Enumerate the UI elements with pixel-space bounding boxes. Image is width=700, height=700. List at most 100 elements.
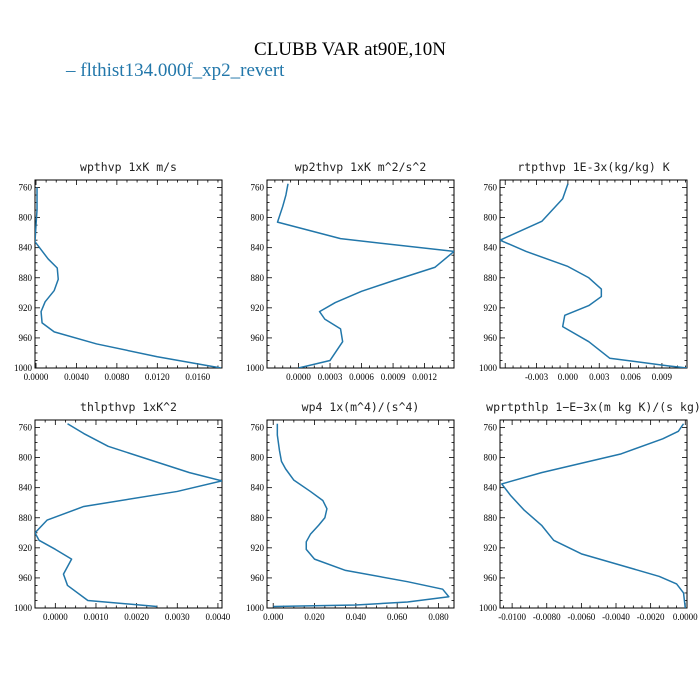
- y-tick-label: 880: [484, 273, 498, 283]
- y-tick-label: 800: [19, 453, 33, 463]
- x-tick-label: 0.0000: [673, 612, 698, 622]
- x-tick-label: -0.0100: [498, 612, 526, 622]
- y-tick-label: 1000: [479, 603, 498, 613]
- series-line: [35, 423, 222, 608]
- y-tick-label: 880: [251, 513, 265, 523]
- y-tick-label: 840: [19, 243, 33, 253]
- panel-title: wpthvp 1xK m/s: [80, 160, 177, 174]
- x-tick-label: 0.0010: [84, 612, 109, 622]
- y-tick-label: 760: [484, 183, 498, 193]
- y-tick-label: 840: [19, 483, 33, 493]
- panel-title: wprtpthlp 1−E−3x(m kg K)/(s kg): [486, 400, 700, 414]
- y-tick-label: 1000: [14, 363, 33, 373]
- y-tick-label: 920: [251, 543, 265, 553]
- figure-title: CLUBB VAR at90E,10N: [254, 39, 446, 60]
- y-tick-label: 760: [251, 183, 265, 193]
- panel-title: wp2thvp 1xK m^2/s^2: [295, 160, 427, 174]
- y-tick-label: 800: [251, 453, 265, 463]
- series-line: [500, 423, 687, 608]
- y-tick-label: 920: [484, 303, 498, 313]
- y-tick-label: 840: [484, 483, 498, 493]
- y-tick-label: 960: [251, 333, 265, 343]
- x-tick-label: 0.0000: [43, 612, 68, 622]
- x-tick-label: 0.0040: [206, 612, 231, 622]
- x-tick-label: -0.0020: [637, 612, 665, 622]
- y-tick-label: 960: [19, 333, 33, 343]
- y-tick-label: 800: [251, 213, 265, 223]
- x-tick-label: 0.0080: [105, 372, 130, 382]
- y-tick-label: 920: [251, 303, 265, 313]
- x-tick-label: 0.020: [304, 612, 325, 622]
- x-tick-label: 0.006: [620, 372, 641, 382]
- y-tick-label: 800: [19, 213, 33, 223]
- x-tick-label: 0.0006: [349, 372, 374, 382]
- panel-title: wp4 1x(m^4)/(s^4): [302, 400, 420, 414]
- x-tick-label: -0.0060: [568, 612, 596, 622]
- legend-entry: – flthist134.000f_xp2_revert: [65, 60, 285, 81]
- y-tick-label: 840: [484, 243, 498, 253]
- x-tick-label: 0.000: [558, 372, 579, 382]
- panel-grid: wpthvp 1xK m/s76080084088092096010000.00…: [14, 160, 700, 622]
- y-tick-label: 880: [251, 273, 265, 283]
- panel-2: wp2thvp 1xK m^2/s^2 760 800 840 880 920 960 100…: [246, 160, 455, 382]
- y-tick-label: 800: [484, 453, 498, 463]
- y-tick-label: 1000: [246, 363, 265, 373]
- plot-frame: [499, 419, 688, 609]
- y-tick-label: 1000: [14, 603, 33, 613]
- series-line: [273, 423, 450, 608]
- series-line: [35, 187, 222, 368]
- series-line: [276, 183, 454, 368]
- plot-frame: [34, 179, 223, 369]
- x-tick-label: 0.009: [652, 372, 673, 382]
- x-tick-label: 0.0000: [286, 372, 311, 382]
- y-tick-label: 960: [484, 333, 498, 343]
- x-tick-label: 0.0012: [412, 372, 437, 382]
- x-tick-label: 0.0120: [145, 372, 170, 382]
- x-tick-label: -0.0080: [533, 612, 561, 622]
- y-tick-label: 760: [484, 423, 498, 433]
- panel-3: rtpthvp 1E-3x(kg/kg) K 760 800 840 880 920 960…: [479, 160, 688, 382]
- x-tick-label: 0.0040: [64, 372, 89, 382]
- series-line: [500, 183, 687, 368]
- panel-4: thlpthvp 1xK^2 760 800 840 880 920 960 1000 0.00…: [14, 400, 231, 622]
- x-tick-label: 0.0000: [24, 372, 49, 382]
- y-tick-label: 880: [484, 513, 498, 523]
- panel-1: wpthvp 1xK m/s76080084088092096010000.00…: [14, 160, 223, 382]
- panel-6: wprtpthlp 1−E−3x(m kg K)/(s kg) 760 800 840…: [479, 400, 700, 622]
- x-tick-label: 0.0160: [185, 372, 210, 382]
- y-tick-label: 960: [484, 573, 498, 583]
- x-tick-label: 0.040: [346, 612, 367, 622]
- y-tick-label: 1000: [246, 603, 265, 613]
- plot-frame: [266, 419, 455, 609]
- x-tick-label: 0.000: [263, 612, 284, 622]
- y-tick-label: 1000: [479, 363, 498, 373]
- y-tick-label: 960: [251, 573, 265, 583]
- plot-frame: [499, 179, 688, 369]
- y-tick-label: 760: [19, 423, 33, 433]
- panel-5: wp4 1x(m^4)/(s^4)76080084088092096010000…: [246, 400, 455, 622]
- y-tick-label: 880: [19, 513, 33, 523]
- y-tick-label: 800: [484, 213, 498, 223]
- y-tick-label: 880: [19, 273, 33, 283]
- x-tick-label: 0.003: [589, 372, 610, 382]
- x-tick-label: 0.080: [428, 612, 449, 622]
- x-tick-label: 0.0030: [165, 612, 190, 622]
- plot-frame: [266, 179, 455, 369]
- y-tick-label: 840: [251, 243, 265, 253]
- y-tick-label: 760: [251, 423, 265, 433]
- x-tick-label: 0.0003: [318, 372, 343, 382]
- panel-title: thlpthvp 1xK^2: [80, 400, 177, 414]
- y-tick-label: 920: [19, 303, 33, 313]
- y-tick-label: 920: [19, 543, 33, 553]
- x-tick-label: 0.060: [387, 612, 408, 622]
- panel-title: rtpthvp 1E-3x(kg/kg) K: [517, 160, 669, 174]
- x-tick-label: -0.003: [525, 372, 549, 382]
- y-tick-label: 920: [484, 543, 498, 553]
- y-tick-label: 840: [251, 483, 265, 493]
- x-tick-label: 0.0020: [124, 612, 149, 622]
- x-tick-label: 0.0009: [381, 372, 406, 382]
- y-tick-label: 960: [19, 573, 33, 583]
- x-tick-label: -0.0040: [602, 612, 630, 622]
- plot-frame: [34, 419, 223, 609]
